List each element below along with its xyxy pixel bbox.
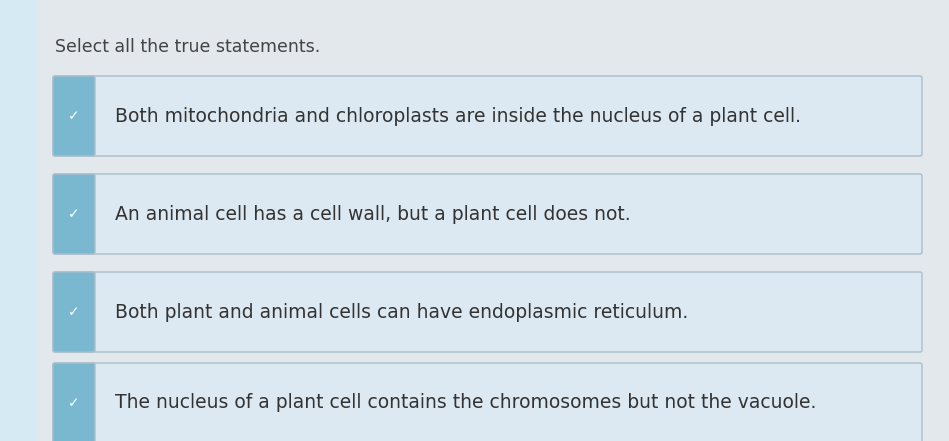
FancyBboxPatch shape xyxy=(53,272,922,352)
FancyBboxPatch shape xyxy=(53,174,95,254)
FancyBboxPatch shape xyxy=(53,363,95,441)
Text: Both plant and animal cells can have endoplasmic reticulum.: Both plant and animal cells can have end… xyxy=(115,303,688,321)
Text: ✓: ✓ xyxy=(68,207,80,221)
Text: An animal cell has a cell wall, but a plant cell does not.: An animal cell has a cell wall, but a pl… xyxy=(115,205,631,224)
Text: ✓: ✓ xyxy=(68,396,80,410)
Text: ✓: ✓ xyxy=(68,109,80,123)
FancyBboxPatch shape xyxy=(53,363,922,441)
Text: Both mitochondria and chloroplasts are inside the nucleus of a plant cell.: Both mitochondria and chloroplasts are i… xyxy=(115,106,801,126)
FancyBboxPatch shape xyxy=(53,76,95,156)
Bar xyxy=(0,0,38,441)
Text: The nucleus of a plant cell contains the chromosomes but not the vacuole.: The nucleus of a plant cell contains the… xyxy=(115,393,816,412)
FancyBboxPatch shape xyxy=(53,174,922,254)
FancyBboxPatch shape xyxy=(53,272,95,352)
Text: Select all the true statements.: Select all the true statements. xyxy=(55,38,320,56)
FancyBboxPatch shape xyxy=(53,76,922,156)
Text: ✓: ✓ xyxy=(68,305,80,319)
